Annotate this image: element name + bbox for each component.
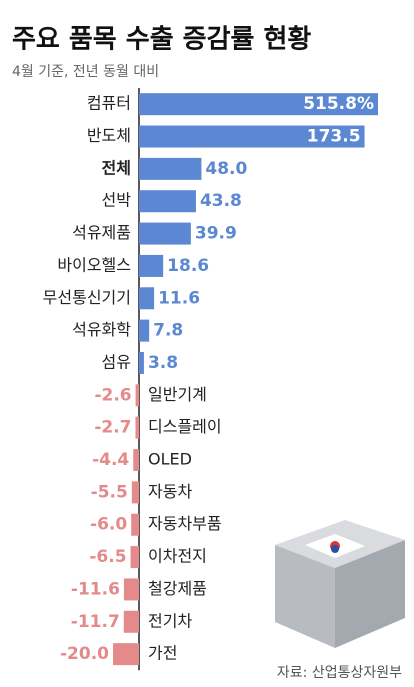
value-label: 11.6: [158, 288, 200, 308]
value-label: 3.8: [148, 353, 178, 373]
container-illustration: [275, 520, 405, 648]
value-label: 48.0: [205, 159, 247, 179]
bar: [131, 481, 139, 504]
bar: [139, 319, 150, 342]
value-label: -4.4: [92, 450, 129, 470]
category-label: 전체: [102, 158, 131, 177]
category-label: 석유제품: [72, 223, 131, 242]
bar: [139, 222, 191, 245]
category-label: 자동차부품: [148, 514, 222, 533]
value-label: 18.6: [167, 256, 209, 276]
value-label: 7.8: [153, 321, 183, 341]
category-label: 철강제품: [148, 579, 207, 598]
bar: [130, 546, 139, 569]
value-label: 515.8%: [303, 94, 374, 114]
category-label: 반도체: [87, 126, 131, 145]
bar: [131, 513, 139, 536]
category-label: 디스플레이: [148, 417, 222, 436]
category-label: 일반기계: [148, 385, 207, 404]
value-label: -20.0: [60, 644, 109, 664]
category-label: 컴퓨터: [87, 94, 131, 113]
value-label: -5.5: [91, 482, 128, 502]
value-label: -6.5: [89, 547, 126, 567]
bar: [139, 157, 202, 180]
bar: [139, 93, 378, 116]
value-label: 39.9: [195, 224, 237, 244]
category-label: 이차전지: [148, 547, 207, 566]
bar: [139, 254, 164, 277]
source: 자료: 산업통상자원부: [277, 665, 402, 681]
category-label: 섬유: [102, 352, 131, 371]
bar: [123, 578, 139, 601]
chart-subtitle: 4월 기준, 전년 동월 대비: [12, 64, 159, 80]
value-label: 43.8: [200, 191, 242, 211]
category-label: 선박: [102, 191, 132, 210]
category-label: 무선통신기기: [43, 288, 131, 307]
category-label: 석유화학: [72, 320, 131, 339]
bar: [133, 449, 139, 472]
value-label: -2.6: [94, 385, 131, 405]
bar: [123, 610, 139, 633]
value-label: -11.6: [71, 579, 120, 599]
chart-title: 주요 품목 수출 증감률 현황: [12, 25, 311, 55]
bar: [139, 351, 144, 374]
bar: [135, 384, 139, 407]
category-label: 전기차: [148, 611, 192, 630]
category-label: 자동차: [148, 482, 192, 501]
category-label: 가전: [148, 644, 177, 663]
category-label: OLED: [148, 450, 192, 469]
value-label: -2.7: [94, 418, 131, 438]
value-label: -11.7: [71, 612, 120, 632]
category-label: 바이오헬스: [57, 255, 131, 274]
bar: [135, 416, 139, 439]
bar: [139, 190, 196, 213]
bar: [139, 287, 155, 310]
value-label: -6.0: [90, 515, 127, 535]
bar: [139, 125, 365, 148]
value-label: 173.5: [307, 127, 361, 147]
bar: [113, 643, 139, 666]
